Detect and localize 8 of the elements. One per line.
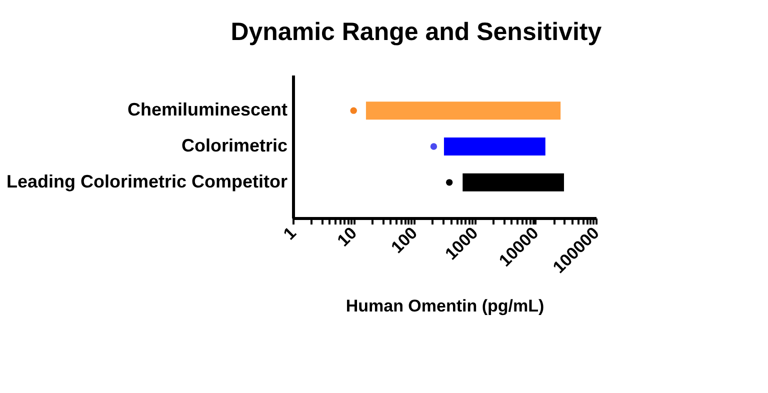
y-tick-label: Chemiluminescent xyxy=(127,100,288,120)
x-tick-label: 1 xyxy=(280,223,300,244)
y-tick-label: Leading Colorimetric Competitor xyxy=(6,171,288,192)
x-tick-label: 10 xyxy=(334,223,360,250)
y-tick-label: Colorimetric xyxy=(181,136,288,156)
x-tick-label: 100 xyxy=(388,223,422,257)
chart-title: Dynamic Range and Sensitivity xyxy=(230,18,602,46)
x-axis-title: Human Omentin (pg/mL) xyxy=(346,296,544,316)
